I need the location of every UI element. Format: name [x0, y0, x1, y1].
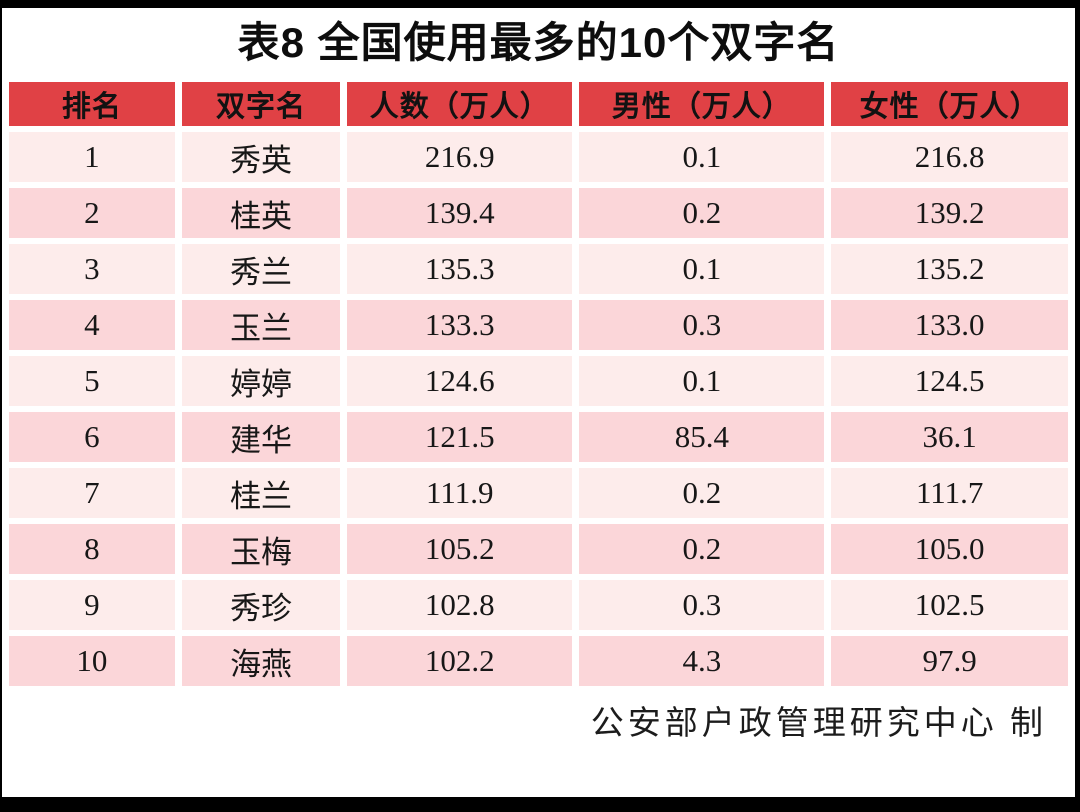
column-header-name: 双字名 — [181, 82, 341, 127]
cell-male: 0.2 — [579, 468, 825, 519]
double-name-table: 排名 双字名 人数（万人） 男性（万人） 女性（万人） 1 秀英 216.9 0.1 216.8… — [2, 76, 1075, 693]
cell-rank: 8 — [9, 524, 175, 575]
cell-name: 秀兰 — [181, 244, 341, 295]
cell-rank: 6 — [9, 412, 175, 463]
cell-female: 36.1 — [831, 412, 1068, 463]
table-row: 3 秀兰 135.3 0.1 135.2 — [9, 244, 1068, 295]
column-header-total: 人数（万人） — [347, 82, 573, 127]
cell-female: 111.7 — [831, 468, 1068, 519]
table-row: 8 玉梅 105.2 0.2 105.0 — [9, 524, 1068, 575]
table-row: 4 玉兰 133.3 0.3 133.0 — [9, 300, 1068, 351]
cell-name: 婷婷 — [181, 356, 341, 407]
cell-total: 133.3 — [347, 300, 573, 351]
cell-rank: 3 — [9, 244, 175, 295]
cell-male: 0.3 — [579, 580, 825, 631]
cell-female: 135.2 — [831, 244, 1068, 295]
cell-male: 0.2 — [579, 188, 825, 239]
cell-total: 124.6 — [347, 356, 573, 407]
table-row: 7 桂兰 111.9 0.2 111.7 — [9, 468, 1068, 519]
cell-rank: 10 — [9, 636, 175, 687]
cell-rank: 1 — [9, 132, 175, 183]
cell-female: 139.2 — [831, 188, 1068, 239]
cell-male: 0.3 — [579, 300, 825, 351]
cell-total: 216.9 — [347, 132, 573, 183]
cell-male: 4.3 — [579, 636, 825, 687]
cell-male: 85.4 — [579, 412, 825, 463]
cell-male: 0.1 — [579, 244, 825, 295]
table-row: 10 海燕 102.2 4.3 97.9 — [9, 636, 1068, 687]
cell-name: 桂英 — [181, 188, 341, 239]
cell-male: 0.1 — [579, 356, 825, 407]
cell-total: 139.4 — [347, 188, 573, 239]
cell-female: 124.5 — [831, 356, 1068, 407]
cell-male: 0.1 — [579, 132, 825, 183]
table-body: 1 秀英 216.9 0.1 216.8 2 桂英 139.4 0.2 139.2 3 秀兰 135.3… — [9, 132, 1068, 687]
cell-total: 135.3 — [347, 244, 573, 295]
cell-name: 玉梅 — [181, 524, 341, 575]
column-header-rank: 排名 — [9, 82, 175, 127]
cell-female: 102.5 — [831, 580, 1068, 631]
cell-male: 0.2 — [579, 524, 825, 575]
table-row: 9 秀珍 102.8 0.3 102.5 — [9, 580, 1068, 631]
header-row: 排名 双字名 人数（万人） 男性（万人） 女性（万人） — [9, 82, 1068, 127]
table-row: 2 桂英 139.4 0.2 139.2 — [9, 188, 1068, 239]
cell-name: 桂兰 — [181, 468, 341, 519]
cell-name: 秀英 — [181, 132, 341, 183]
cell-name: 海燕 — [181, 636, 341, 687]
cell-name: 秀珍 — [181, 580, 341, 631]
cell-female: 216.8 — [831, 132, 1068, 183]
cell-total: 111.9 — [347, 468, 573, 519]
column-header-male: 男性（万人） — [579, 82, 825, 127]
cell-female: 105.0 — [831, 524, 1068, 575]
cell-total: 121.5 — [347, 412, 573, 463]
table-card: 表8 全国使用最多的10个双字名 排名 双字名 人数（万人） 男性（万人） 女性（万人）… — [2, 8, 1075, 797]
table-row: 5 婷婷 124.6 0.1 124.5 — [9, 356, 1068, 407]
table-title: 表8 全国使用最多的10个双字名 — [237, 19, 840, 66]
table-header: 排名 双字名 人数（万人） 男性（万人） 女性（万人） — [9, 82, 1068, 127]
cell-rank: 7 — [9, 468, 175, 519]
cell-total: 102.8 — [347, 580, 573, 631]
source-credit: 公安部户政管理研究中心 制 — [590, 706, 1047, 743]
cell-female: 97.9 — [831, 636, 1068, 687]
cell-rank: 2 — [9, 188, 175, 239]
cell-rank: 5 — [9, 356, 175, 407]
table-row: 1 秀英 216.9 0.1 216.8 — [9, 132, 1068, 183]
cell-total: 102.2 — [347, 636, 573, 687]
cell-name: 建华 — [181, 412, 341, 463]
cell-rank: 4 — [9, 300, 175, 351]
cell-rank: 9 — [9, 580, 175, 631]
cell-female: 133.0 — [831, 300, 1068, 351]
column-header-female: 女性（万人） — [831, 82, 1068, 127]
cell-name: 玉兰 — [181, 300, 341, 351]
table-row: 6 建华 121.5 85.4 36.1 — [9, 412, 1068, 463]
cell-total: 105.2 — [347, 524, 573, 575]
